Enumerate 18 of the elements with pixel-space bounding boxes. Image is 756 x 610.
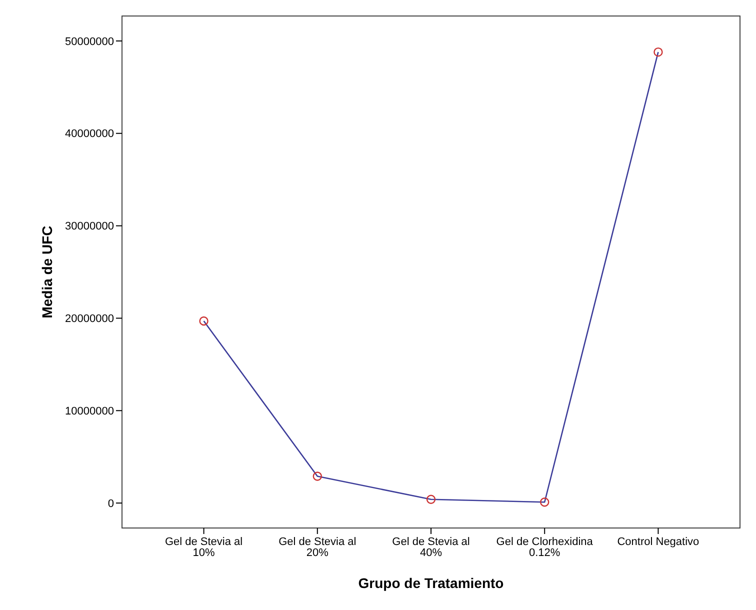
y-tick-label: 50000000 (65, 36, 114, 48)
y-tick-label: 40000000 (65, 128, 114, 140)
x-tick-label: Gel de Clorhexidina 0.12% (496, 536, 594, 559)
y-tick-label: 20000000 (65, 313, 114, 326)
point (540, 498, 550, 507)
y-axis-title: Media de UFC (39, 226, 55, 318)
x-tick-label: Gel de Stevia al 10% (164, 536, 243, 559)
x-tick-label: Gel de Stevia al 40% (392, 536, 470, 559)
point (654, 47, 663, 57)
point (426, 494, 436, 504)
point (199, 316, 208, 326)
y-tick-label: 0 (108, 498, 114, 510)
x-axis-title: Grupo de Tratamiento (358, 575, 504, 591)
x-tick-label: Control Negativo (617, 536, 700, 548)
y-tick-label: 30000000 (65, 220, 114, 233)
point (312, 472, 322, 481)
y-tick-label: 10000000 (65, 405, 114, 418)
x-tick-label: Gel de Stevia al 20% (278, 536, 356, 559)
